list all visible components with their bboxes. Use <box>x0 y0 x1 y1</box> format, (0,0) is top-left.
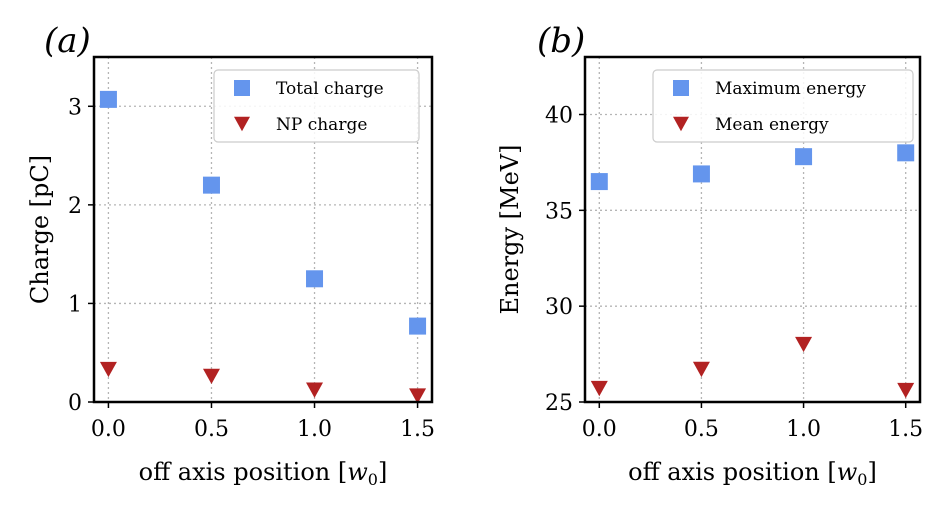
square-point <box>202 176 220 194</box>
panel-b-marks <box>590 144 915 399</box>
x-tick-label: 1.5 <box>400 417 435 442</box>
triangle-point <box>692 361 710 378</box>
panel-a-charge: (a) 0.0 0.5 1.0 1.5 0 1 2 3 Charge [pC] off axi… <box>26 21 435 489</box>
x-label-var: w <box>837 458 858 486</box>
square-point <box>306 270 324 288</box>
legend-marker-square <box>673 80 689 96</box>
x-tick-label: 0.5 <box>684 417 719 442</box>
square-point <box>99 90 117 108</box>
legend-marker-triangle <box>673 116 689 132</box>
panel-a-ticks: 0.0 0.5 1.0 1.5 0 1 2 3 <box>68 95 435 442</box>
panel-a-frame <box>92 55 434 404</box>
x-label-var: w <box>347 458 368 486</box>
y-tick-label: 1 <box>68 292 82 317</box>
panel-b-ticks: 0.0 0.5 1.0 1.5 25 30 35 40 <box>545 104 923 443</box>
x-label-prefix: off axis position [ <box>139 458 348 486</box>
legend-label: Mean energy <box>715 115 829 135</box>
square-point <box>692 165 710 183</box>
triangle-point <box>306 382 324 398</box>
y-tick-label: 2 <box>68 194 82 219</box>
x-label-sub: 0 <box>857 470 867 489</box>
triangle-point <box>409 388 427 404</box>
y-tick-label: 3 <box>68 95 82 120</box>
triangle-point <box>897 382 915 399</box>
panel-a-y-axis-label: Charge [pC] <box>26 155 54 304</box>
panel-b-energy: (b) 0.0 0.5 1.0 1.5 25 30 35 40 Energy [MeV] of… <box>496 21 923 489</box>
panel-b-tag: (b) <box>537 21 585 61</box>
legend-label: Total charge <box>276 79 384 99</box>
y-tick-label: 0 <box>68 391 82 416</box>
panel-b-x-axis-label: off axis position [w0] <box>628 458 877 489</box>
y-tick-label: 35 <box>545 199 573 224</box>
x-tick-label: 1.0 <box>297 417 332 442</box>
panel-a-x-axis-label: off axis position [w0] <box>139 458 388 489</box>
panel-a-marks <box>99 90 427 404</box>
square-point <box>795 148 813 166</box>
x-tick-label: 1.0 <box>786 417 821 442</box>
y-tick-label: 40 <box>545 104 573 129</box>
legend-box <box>652 69 914 143</box>
legend-marker-triangle <box>234 116 250 132</box>
square-point <box>590 173 608 191</box>
x-label-suffix: ] <box>867 458 876 486</box>
x-tick-label: 0.5 <box>194 417 229 442</box>
legend-marker-square <box>234 80 250 96</box>
x-label-prefix: off axis position [ <box>628 458 837 486</box>
x-tick-label: 0.0 <box>582 417 617 442</box>
y-tick-label: 25 <box>545 391 573 416</box>
legend-label: Maximum energy <box>715 79 866 99</box>
panel-b-y-axis-label: Energy [MeV] <box>496 144 524 314</box>
triangle-point <box>590 380 608 397</box>
square-point <box>409 317 427 335</box>
triangle-point <box>99 361 117 378</box>
x-label-suffix: ] <box>378 458 387 486</box>
y-tick-label: 30 <box>545 295 573 320</box>
panel-a-legend: Total charge NP charge <box>213 69 420 143</box>
legend-box <box>213 69 420 143</box>
panel-b-frame <box>583 55 922 404</box>
x-label-sub: 0 <box>368 470 378 489</box>
x-tick-label: 1.5 <box>888 417 923 442</box>
panel-b-legend: Maximum energy Mean energy <box>652 69 914 143</box>
triangle-point <box>202 368 220 385</box>
square-point <box>897 144 915 162</box>
panel-a-tag: (a) <box>44 21 91 61</box>
x-tick-label: 0.0 <box>91 417 126 442</box>
legend-label: NP charge <box>276 115 367 135</box>
triangle-point <box>795 336 813 353</box>
